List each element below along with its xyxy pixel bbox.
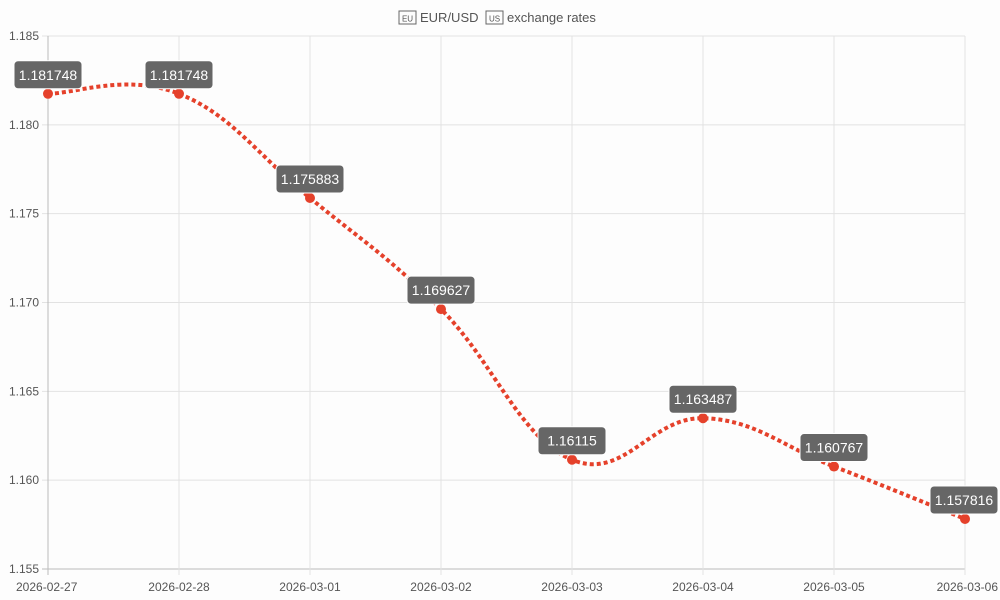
data-label: 1.16115 [537,426,607,456]
data-label-text: 1.157816 [935,492,994,508]
data-label-box [929,485,999,515]
x-tick-label: 2026-03-04 [672,580,734,594]
data-point [960,513,970,524]
y-tick-label: 1.180 [9,118,39,132]
us-flag-icon [485,10,504,25]
x-tick-label: 2026-03-06 [937,580,999,594]
data-label-text: 1.160767 [805,440,864,456]
data-label-text: 1.175883 [281,171,340,187]
data-point [698,413,708,424]
data-label-box [13,60,83,90]
data-label-box [537,426,607,456]
data-label-box [275,164,345,194]
data-label-text: 1.181748 [19,67,78,83]
data-label: 1.163487 [668,384,738,414]
data-label-text: 1.163487 [674,391,733,407]
x-tick-label: 2026-03-02 [410,580,472,594]
eu-flag-icon [398,10,417,25]
us-flag-text: US [489,15,500,24]
data-label-box [799,433,869,463]
title-pair: EUR/USD [420,10,479,25]
data-label: 1.181748 [13,60,83,90]
data-point [174,88,184,99]
x-tick-label: 2026-03-05 [803,580,865,594]
y-tick-label: 1.160 [9,473,39,487]
x-tick-label: 2026-02-28 [148,580,210,594]
y-tick-label: 1.165 [9,384,39,398]
y-tick-label: 1.185 [9,29,39,43]
data-point [567,454,577,465]
x-tick-label: 2026-03-03 [541,580,603,594]
data-label: 1.160767 [799,433,869,463]
data-label-box [668,384,738,414]
chart-title: EU EUR/USD US exchange rates [398,10,596,25]
y-tick-label: 1.170 [9,296,39,310]
data-label: 1.157816 [929,485,999,515]
data-label-text: 1.169627 [412,282,471,298]
eu-flag-text: EU [402,15,413,24]
data-label: 1.169627 [406,275,476,305]
y-tick-label: 1.155 [9,562,39,576]
x-tick-label: 2026-03-01 [279,580,341,594]
x-tick-label: 2026-02-27 [16,580,78,594]
data-label: 1.175883 [275,164,345,194]
y-tick-label: 1.175 [9,207,39,221]
data-label-box [144,60,214,90]
data-point [829,461,839,472]
title-suffix: exchange rates [507,10,596,25]
data-label-text: 1.16115 [547,433,597,449]
data-label-text: 1.181748 [150,67,209,83]
data-point [305,192,315,203]
data-point [43,88,53,99]
data-point [436,304,446,315]
data-label-box [406,275,476,305]
rate-line [47,82,966,521]
data-label: 1.181748 [144,60,214,90]
